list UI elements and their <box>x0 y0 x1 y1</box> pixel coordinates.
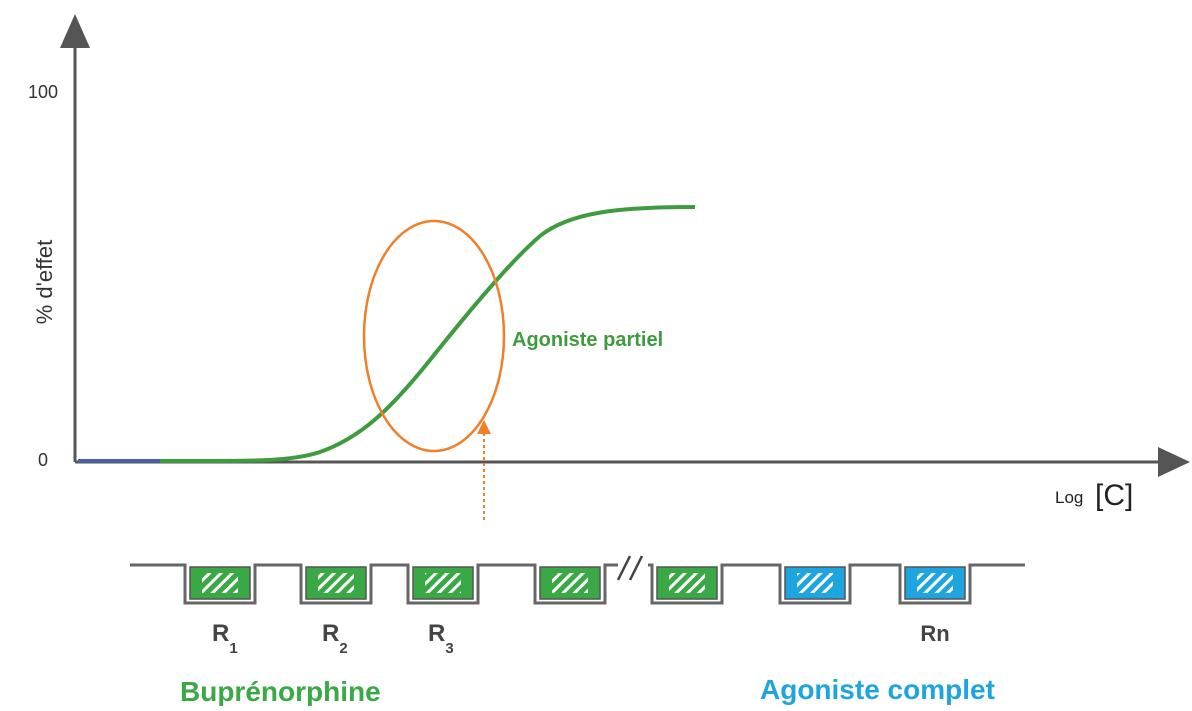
receptor-label: Rn <box>920 621 949 646</box>
group-label: Agoniste complet <box>760 674 995 705</box>
receptor-base: R <box>322 620 339 647</box>
receptor-label: R2 <box>322 620 348 657</box>
receptor-label: R3 <box>428 620 454 657</box>
receptor-hatch <box>202 573 238 593</box>
break-mark <box>628 555 644 581</box>
receptor-base: R <box>212 620 229 647</box>
receptor-sub: 2 <box>339 640 347 657</box>
receptor-sub: 3 <box>445 640 453 657</box>
highlight-ellipse <box>362 219 506 453</box>
y-tick-label: 100 <box>28 82 58 102</box>
receptor-hatch <box>552 573 588 593</box>
y-tick-label: 0 <box>38 450 48 470</box>
x-axis-label: Log <box>1055 488 1083 507</box>
receptor-base: R <box>428 620 445 647</box>
receptor-hatch <box>425 573 461 593</box>
receptor-label: R1 <box>212 620 238 657</box>
y-arrow <box>60 14 90 48</box>
x-axis-label: [C] <box>1095 479 1133 512</box>
receptor-sub: 1 <box>229 640 237 657</box>
receptor-hatch <box>917 573 953 593</box>
pointer-arrowhead <box>477 420 491 434</box>
receptor-hatch <box>797 573 833 593</box>
receptor-hatch <box>318 573 354 593</box>
curve-label: Agoniste partiel <box>512 329 663 351</box>
group-label: Buprénorphine <box>180 676 381 706</box>
membrane <box>130 563 1025 605</box>
dose-response-curve <box>159 205 696 464</box>
break-mark <box>616 555 632 581</box>
receptor-hatch <box>669 573 705 593</box>
y-axis-label: % d'effet <box>32 240 57 325</box>
x-arrow <box>1158 447 1190 477</box>
